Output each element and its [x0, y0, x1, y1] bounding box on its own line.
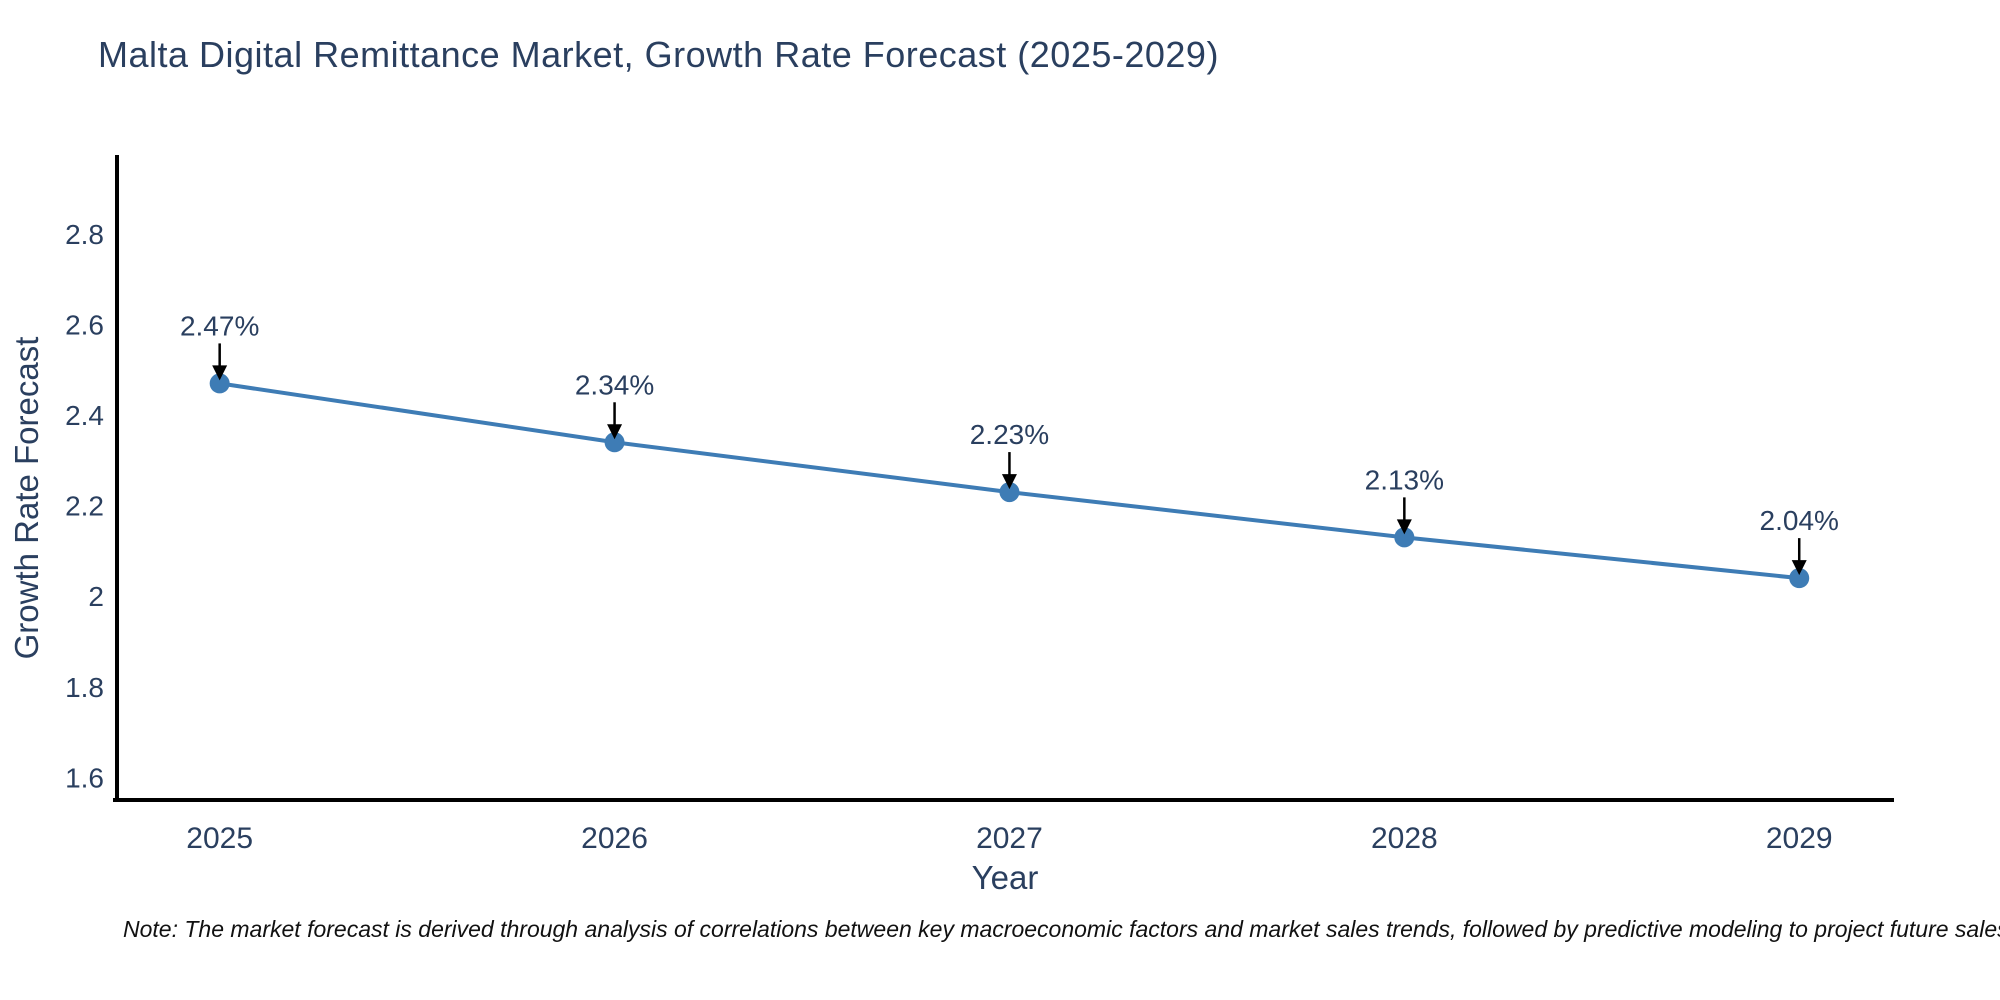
data-point: [209, 373, 230, 394]
x-tick-label: 2027: [976, 822, 1043, 855]
annotation-arrow-head: [1791, 560, 1807, 576]
x-tick-label: 2029: [1766, 822, 1833, 855]
annotation-arrow-head: [607, 424, 623, 440]
data-point: [999, 482, 1020, 503]
x-tick-label: 2025: [186, 822, 253, 855]
data-point: [1394, 527, 1415, 548]
y-tick-label: 2.2: [65, 491, 104, 522]
x-tick-label: 2026: [581, 822, 648, 855]
annotation-arrow-head: [212, 365, 228, 381]
footnote: Note: The market forecast is derived thr…: [123, 916, 2000, 942]
data-point: [1789, 568, 1810, 589]
data-point-label: 2.04%: [1760, 505, 1839, 536]
data-point-label: 2.13%: [1365, 464, 1444, 495]
y-tick-label: 1.8: [65, 672, 104, 703]
annotation-arrow-head: [1001, 474, 1017, 490]
y-tick-label: 2: [88, 581, 104, 612]
y-tick-label: 1.6: [65, 762, 104, 793]
y-tick-label: 2.4: [65, 400, 104, 431]
y-tick-label: 2.8: [65, 219, 104, 250]
data-point-label: 2.34%: [575, 369, 654, 400]
x-axis-title: Year: [971, 859, 1039, 896]
chart-title: Malta Digital Remittance Market, Growth …: [98, 34, 1219, 75]
data-point-label: 2.23%: [970, 419, 1049, 450]
y-tick-label: 2.6: [65, 310, 104, 341]
annotation-arrow-head: [1396, 519, 1412, 535]
data-point: [604, 432, 625, 453]
x-tick-label: 2028: [1371, 822, 1438, 855]
data-point-label: 2.47%: [180, 310, 259, 341]
